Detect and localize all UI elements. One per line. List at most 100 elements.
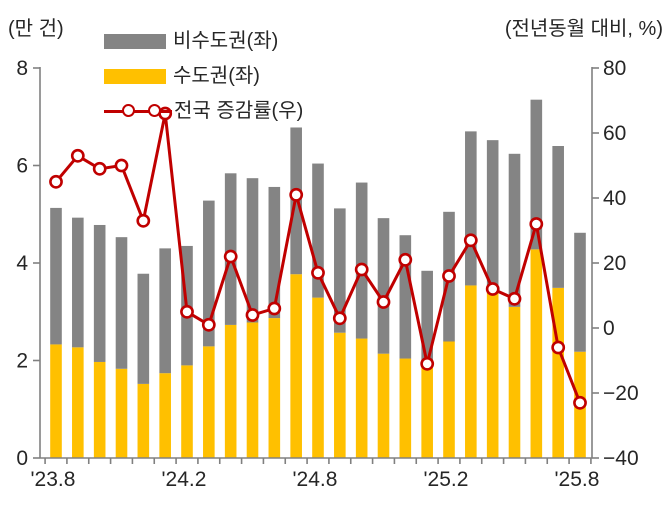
bar-nonmetro-'24.11 [377,218,390,354]
bar-nonmetro-'24.1 [159,248,171,374]
rate-marker-'25.7 [551,340,566,355]
rate-marker-'24.12 [398,252,413,267]
bar-nonmetro-'24.6 [268,186,281,319]
legend-label-metro: 수도권(좌) [173,65,260,87]
bar-metro-'25.1 [421,363,433,458]
bar-nonmetro-'23.10 [93,224,106,362]
rate-marker-'24.5 [245,308,260,322]
left-axis-tick-label: 2 [16,350,28,373]
legend-item-metro: 수도권(좌) [104,63,303,89]
left-axis-tick-label: 6 [16,155,28,178]
bar-metro-'25.2 [443,341,455,458]
bar-metro-'24.10 [355,338,368,458]
rate-marker-'23.12 [136,213,151,228]
bar-metro-'24.8 [312,297,324,458]
bar-metro-'23.10 [93,361,106,458]
left-axis-tick-label: 0 [16,447,28,470]
right-axis-tick-label: −20 [603,382,639,405]
chart-legend: 비수도권(좌) 수도권(좌) 전국 증감률(우) [104,28,303,133]
rate-marker-'23.8 [49,174,63,189]
rate-marker-'24.10 [354,262,369,277]
right-axis-tick-label: 0 [603,317,615,340]
bar-metro-'24.7 [290,274,302,458]
rate-marker-'25.5 [507,291,522,306]
bar-metro-'24.9 [334,332,346,458]
x-axis-label-'24.8: '24.8 [293,468,338,491]
bar-metro-'24.12 [399,358,412,458]
nonmetro-bar-swatch-icon [104,33,166,49]
bar-nonmetro-'24.12 [399,235,412,359]
bar-nonmetro-'24.10 [355,182,368,339]
bar-nonmetro-'25.5 [508,153,521,307]
bar-nonmetro-'24.4 [224,173,237,325]
legend-item-nonmetro: 비수도권(좌) [104,28,303,54]
rate-marker-'25.4 [485,282,500,296]
rate-marker-'24.8 [311,265,325,280]
rate-marker-'23.9 [70,148,85,163]
bar-nonmetro-'23.9 [72,217,84,348]
rate-marker-'25.8 [573,395,587,410]
left-axis-unit-title: (만 건) [8,18,64,40]
bar-metro-'25.4 [486,289,499,458]
right-axis-tick-label: −40 [603,447,639,470]
bar-metro-'24.2 [181,365,193,459]
bar-nonmetro-'25.4 [486,140,499,290]
bar-nonmetro-'24.3 [203,200,215,347]
rate-marker-'24.3 [201,317,216,332]
bar-metro-'24.6 [268,318,281,458]
right-axis-tick-label: 20 [603,252,626,275]
x-axis-label-'25.2: '25.2 [424,468,469,491]
bar-nonmetro-'23.12 [137,273,150,384]
bar-nonmetro-'24.9 [334,208,346,333]
left-axis-tick-label: 8 [16,57,28,80]
bar-metro-'23.12 [137,383,150,458]
rate-marker-'24.2 [180,304,194,319]
bar-metro-'24.4 [224,324,237,458]
right-axis-unit-title: (전년동월 대비, %) [504,18,663,40]
x-axis-label-'24.2: '24.2 [162,468,207,491]
legend-item-rate: 전국 증감률(우) [104,98,303,124]
bar-nonmetro-'25.3 [465,131,477,286]
bar-metro-'23.11 [115,368,128,458]
bar-nonmetro-'25.1 [421,270,433,364]
bar-nonmetro-'24.5 [246,178,259,323]
bar-metro-'24.5 [246,322,259,458]
rate-marker-'25.2 [442,269,456,283]
rate-marker-'25.3 [463,233,478,248]
bar-metro-'24.11 [377,353,390,458]
bar-metro-'25.5 [508,306,521,459]
bar-metro-'23.8 [50,344,62,458]
bar-metro-'25.3 [465,285,477,458]
metro-bar-swatch-icon [104,68,166,84]
left-axis-tick-label: 4 [16,252,28,275]
rate-marker-'23.10 [92,161,107,176]
bar-metro-'24.1 [159,373,171,458]
right-axis-tick-label: 80 [603,57,626,80]
rate-marker-'24.4 [223,249,238,264]
rate-marker-'24.9 [332,311,347,326]
bar-nonmetro-'25.6 [530,99,543,250]
rate-line-swatch-icon [104,103,172,119]
bar-nonmetro-'25.7 [552,146,564,288]
bar-nonmetro-'23.11 [115,237,128,369]
rate-marker-'25.6 [529,217,544,231]
right-axis-tick-label: 40 [603,187,626,210]
x-axis-label-'25.8: '25.8 [555,468,600,491]
x-axis-label-'23.8: '23.8 [31,468,76,491]
bar-metro-'23.9 [72,347,84,458]
bar-metro-'25.7 [552,287,564,458]
rate-marker-'25.1 [420,356,435,371]
right-axis-tick-label: 60 [603,122,626,145]
legend-label-nonmetro: 비수도권(좌) [173,30,279,52]
legend-label-rate: 전국 증감률(우) [174,100,304,122]
bar-nonmetro-'24.8 [312,163,324,298]
rate-marker-'24.7 [289,187,304,202]
bar-nonmetro-'23.8 [50,207,62,345]
bar-metro-'25.6 [530,249,543,458]
rate-marker-'24.11 [376,295,391,309]
rate-marker-'23.11 [114,158,129,173]
bar-metro-'24.3 [203,346,215,458]
bar-nonmetro-'25.8 [574,232,586,352]
